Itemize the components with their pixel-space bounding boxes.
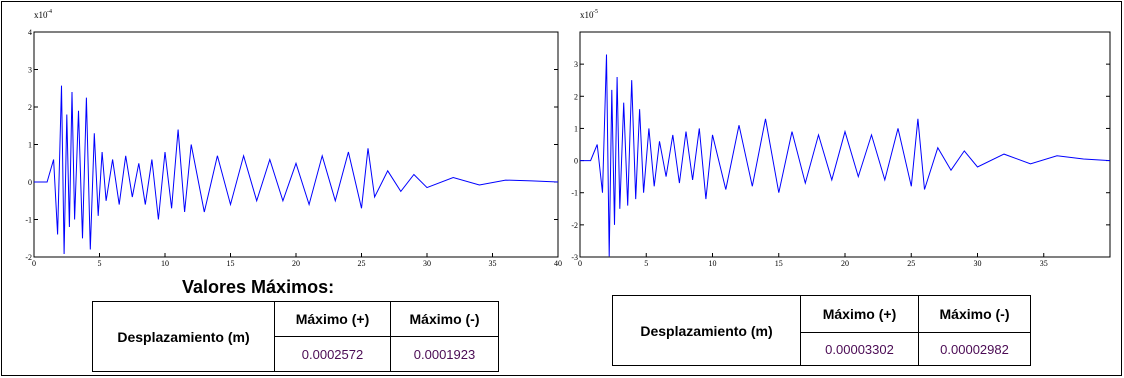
exponent-label: x10 (580, 10, 594, 20)
maximo-pos-value: 0.00003302 (800, 332, 919, 366)
exponent-power: -4 (47, 9, 52, 15)
exponent-power: -5 (593, 9, 598, 15)
y-tick-label: -2 (571, 221, 578, 230)
maximo-neg-header: Máximo (-) (390, 301, 499, 337)
x-tick-label: 25 (907, 259, 915, 268)
y-tick-label: 3 (28, 66, 32, 75)
y-tick-label: 0 (28, 178, 32, 187)
x-tick-label: 10 (161, 259, 169, 268)
displacement-series-line (34, 85, 559, 255)
maximo-neg-value: 0.00002982 (918, 332, 1031, 366)
maximo-pos-header: Máximo (+) (800, 295, 919, 333)
y-tick-label: 0 (574, 157, 578, 166)
x-tick-label: 0 (578, 259, 582, 268)
x-tick-label: 5 (98, 259, 102, 268)
x-tick-label: 30 (423, 259, 431, 268)
x-tick-label: 40 (554, 259, 562, 268)
axes-box (579, 31, 1111, 258)
chart-right: x10 -5 0 5 10 15 20 25 30 35 -3 -2 -1 0 1 2 3 (571, 9, 1111, 268)
maximo-pos-header: Máximo (+) (274, 301, 391, 337)
maximo-neg-value: 0.0001923 (390, 336, 499, 372)
displacement-series-line (580, 54, 1111, 257)
x-tick-label: 35 (489, 259, 497, 268)
y-tick-label: -1 (25, 216, 32, 225)
y-tick-label: 2 (28, 103, 32, 112)
y-tick-label: -3 (571, 253, 578, 262)
desplazamiento-header: Desplazamiento (m) (92, 301, 275, 372)
values-table-left: Desplazamiento (m) Máximo (+) Máximo (-)… (92, 301, 499, 372)
maximo-neg-header: Máximo (-) (918, 295, 1031, 333)
y-tick-label: 1 (574, 124, 578, 133)
maximo-pos-value: 0.0002572 (274, 336, 391, 372)
y-tick-label: 4 (28, 28, 32, 37)
x-tick-label: 5 (644, 259, 648, 268)
x-tick-label: 30 (974, 259, 982, 268)
exponent-label: x10 (34, 10, 48, 20)
x-tick-label: 35 (1040, 259, 1048, 268)
x-tick-label: 20 (292, 259, 300, 268)
x-tick-label: 15 (227, 259, 235, 268)
chart-left: x10 -4 0 5 10 15 20 25 30 35 40 -2 -1 0 1 2 3 4 (25, 9, 562, 268)
valores-maximos-title: Valores Máximos: (182, 277, 335, 297)
values-table-right: Desplazamiento (m) Máximo (+) Máximo (-)… (612, 295, 1031, 366)
x-tick-label: 10 (709, 259, 717, 268)
y-tick-label: -1 (571, 189, 578, 198)
y-tick-label: 1 (28, 141, 32, 150)
axes-box (33, 31, 559, 258)
x-tick-label: 25 (358, 259, 366, 268)
y-tick-label: 2 (574, 92, 578, 101)
x-tick-label: 0 (32, 259, 36, 268)
x-tick-label: 20 (841, 259, 849, 268)
y-tick-label: 3 (574, 60, 578, 69)
desplazamiento-header: Desplazamiento (m) (612, 295, 801, 366)
x-tick-label: 15 (775, 259, 783, 268)
y-tick-label: -2 (25, 253, 32, 262)
